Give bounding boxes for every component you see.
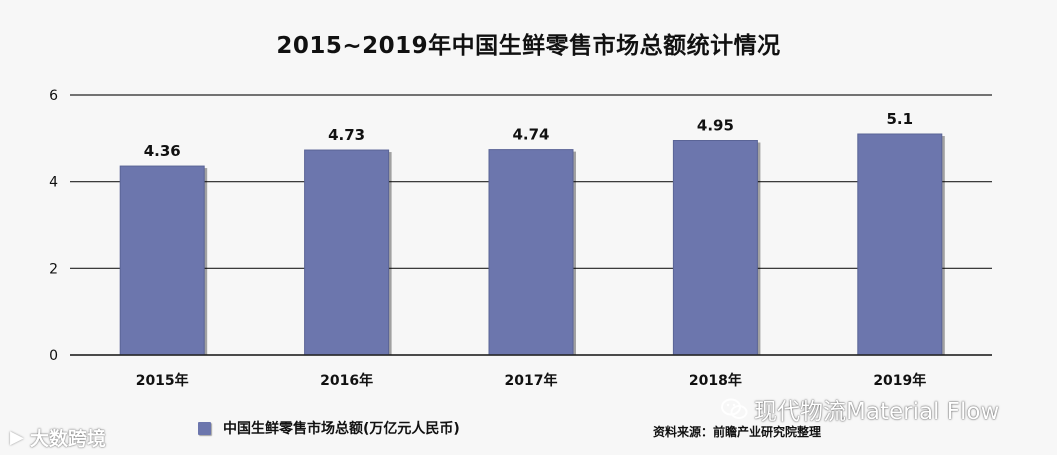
source-note: 资料来源：前瞻产业研究院整理 <box>653 425 822 439</box>
legend-label: 中国生鲜零售市场总额(万亿元人民币) <box>223 421 460 437</box>
data-label: 5.1 <box>887 110 914 128</box>
x-tick-label: 2015年 <box>136 372 189 389</box>
wechat-icon <box>721 398 748 419</box>
y-tick-label: 2 <box>49 261 58 277</box>
bar <box>119 165 205 356</box>
data-label: 4.74 <box>512 126 549 144</box>
data-label: 4.73 <box>328 126 365 144</box>
bar <box>857 133 943 356</box>
bar <box>304 149 390 356</box>
x-tick-label: 2017年 <box>505 372 558 389</box>
y-tick-label: 6 <box>49 88 58 104</box>
y-tick-label: 4 <box>49 175 58 191</box>
chart-title: 2015~2019年中国生鲜零售市场总额统计情况 <box>276 33 781 59</box>
legend: 中国生鲜零售市场总额(万亿元人民币) <box>198 418 460 438</box>
legend-swatch <box>198 421 211 435</box>
watermark-right: 现代物流Material Flow <box>720 392 999 426</box>
x-tick-label: 2016年 <box>320 372 373 389</box>
bar <box>488 149 574 356</box>
watermark-right-text: 现代物流Material Flow <box>754 399 1000 425</box>
watermark-left-text: 大数跨境 <box>29 428 106 450</box>
video-logo-icon: ▶︎ <box>10 427 24 448</box>
x-tick-label: 2019年 <box>873 372 926 389</box>
data-label: 4.36 <box>144 142 181 160</box>
y-tick-label: 0 <box>49 348 58 364</box>
bar <box>672 140 758 356</box>
x-tick-label: 2018年 <box>689 372 742 389</box>
watermark-left: ▶︎ 大数跨境 <box>10 424 106 451</box>
data-label: 4.95 <box>697 117 734 135</box>
